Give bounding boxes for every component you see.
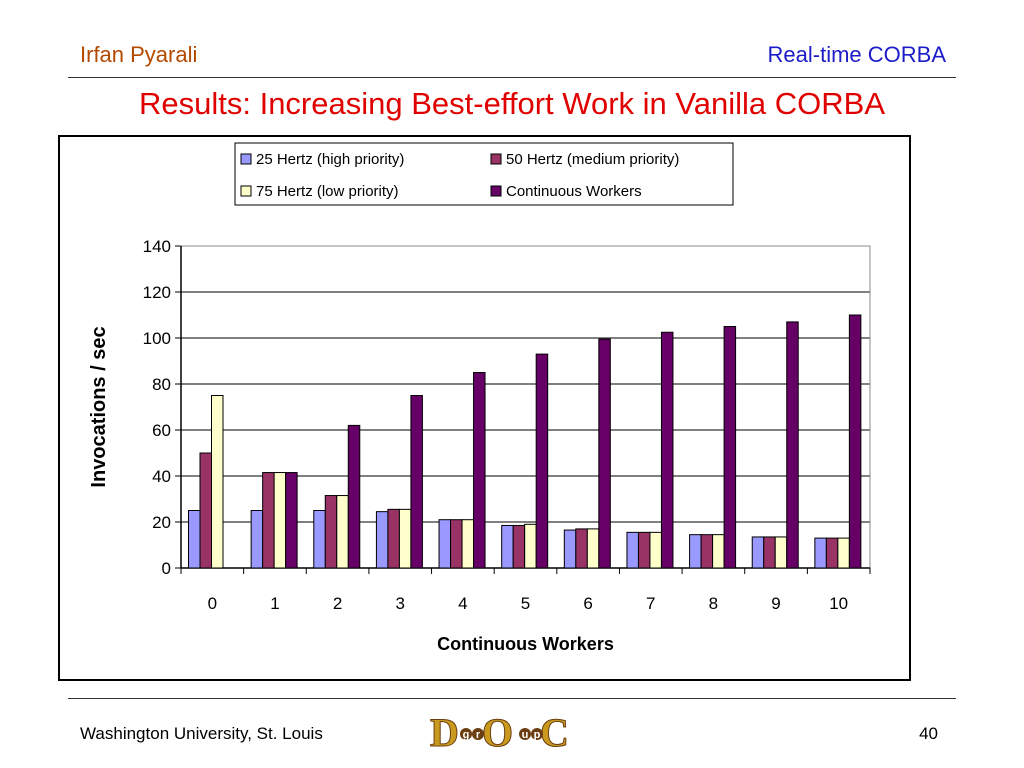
logo-dot	[472, 728, 484, 740]
x-tick-label: 1	[270, 594, 279, 613]
x-tick-label: 9	[771, 594, 780, 613]
y-tick-label: 80	[152, 375, 171, 394]
page-number: 40	[919, 724, 938, 743]
logo-letter: C	[540, 710, 569, 755]
logo-small-letter: p	[534, 729, 541, 741]
bar	[563, 529, 577, 569]
legend-swatch	[490, 153, 502, 165]
logo-small-letter: u	[522, 729, 529, 741]
legend-swatch	[490, 185, 502, 197]
bar	[473, 372, 486, 569]
slide-title: Results: Increasing Best-effort Work in …	[138, 86, 885, 121]
x-axis-title: Continuous Workers	[437, 634, 614, 654]
bar	[512, 524, 526, 569]
bar	[188, 510, 201, 569]
y-tick-label: 100	[143, 329, 171, 348]
bar	[814, 537, 827, 569]
bar	[387, 508, 400, 569]
footer-rule	[68, 698, 956, 699]
y-tick-label: 40	[152, 467, 171, 486]
bar	[848, 314, 862, 569]
bar	[837, 537, 850, 569]
header-rule	[68, 77, 956, 78]
bar	[347, 424, 361, 569]
bar	[438, 519, 452, 569]
bar	[461, 519, 475, 569]
bar	[586, 528, 600, 569]
bar	[535, 353, 549, 569]
bar	[598, 338, 611, 569]
bar	[626, 531, 639, 569]
x-tick-label: 4	[458, 594, 467, 613]
bar	[751, 536, 765, 569]
y-tick-label: 20	[152, 513, 171, 532]
bar	[660, 331, 674, 569]
footer-institution: Washington University, St. Louis	[80, 724, 323, 743]
y-tick-label: 0	[162, 559, 171, 578]
legend-swatch	[240, 185, 252, 197]
y-axis-title: Invocations / sec	[88, 326, 110, 487]
bar	[689, 534, 702, 569]
legend-label: 75 Hertz (low priority)	[256, 183, 399, 200]
bar	[786, 321, 799, 569]
author-name: Irfan Pyarali	[80, 42, 198, 67]
bar	[211, 395, 224, 569]
bar	[825, 537, 839, 569]
x-tick-label: 2	[333, 594, 342, 613]
legend-label: 50 Hertz (medium priority)	[506, 151, 679, 168]
bar	[450, 519, 463, 569]
y-tick-label: 60	[152, 421, 171, 440]
chart-frame: 0 20 40 60 80 100 120 140 0 1 2 3 4 5 6 7 8 9 10 Continuous…	[58, 135, 911, 681]
legend	[234, 142, 734, 206]
bar	[250, 510, 264, 569]
x-tick-label: 3	[395, 594, 404, 613]
x-tick-label: 7	[646, 594, 655, 613]
legend-label: 25 Hertz (high priority)	[256, 151, 404, 168]
logo-dot	[519, 728, 531, 740]
bar	[501, 524, 514, 569]
doc-group-logo: D O Cg r u p	[430, 710, 569, 756]
bar	[313, 510, 326, 569]
bar	[723, 326, 737, 569]
x-tick-label: 10	[829, 594, 848, 613]
bar	[375, 511, 389, 569]
logo-dot	[531, 728, 543, 740]
y-tick-label: 120	[143, 283, 171, 302]
bar	[763, 536, 776, 569]
x-tick-label: 6	[583, 594, 592, 613]
y-tick-label: 140	[143, 237, 171, 256]
logo-letter: D	[430, 710, 459, 755]
presentation-topic: Real-time CORBA	[767, 42, 946, 67]
legend-label: Continuous Workers	[506, 183, 642, 200]
x-tick-label: 8	[709, 594, 718, 613]
logo-dot	[460, 728, 472, 740]
bar	[336, 495, 349, 569]
bar	[700, 534, 714, 569]
bar	[410, 395, 423, 569]
logo-small-letter: r	[476, 729, 481, 741]
logo-letter: O	[482, 710, 513, 755]
bar	[575, 528, 588, 569]
legend-swatch	[240, 153, 252, 165]
bar-chart: 0 20 40 60 80 100 120 140 0 1 2 3 4 5 6 7 8 9 10 Continuous…	[88, 142, 871, 654]
bar	[398, 508, 412, 569]
bar	[649, 531, 662, 569]
bar	[285, 472, 298, 569]
bar	[199, 452, 212, 569]
bar	[637, 531, 651, 569]
bar	[524, 523, 537, 569]
x-tick-label: 5	[521, 594, 530, 613]
bar	[273, 472, 287, 569]
bar	[774, 536, 788, 569]
logo-small-letter: g	[463, 729, 470, 741]
bar	[324, 495, 338, 569]
x-tick-label: 0	[208, 594, 217, 613]
bar	[712, 534, 725, 569]
bar	[262, 472, 275, 569]
